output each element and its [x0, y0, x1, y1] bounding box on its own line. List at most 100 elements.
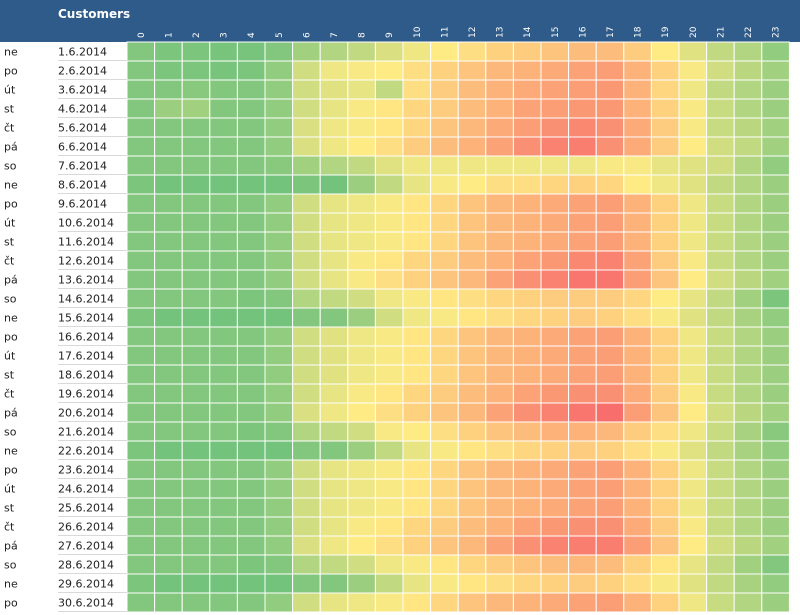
heatmap-cell: [512, 364, 542, 385]
hour-label: 20: [689, 26, 699, 38]
heatmap-cell: [209, 364, 238, 385]
heatmap-cell: [292, 307, 321, 328]
heatmap-cell: [623, 516, 652, 537]
heatmap-cell: [761, 193, 790, 214]
heatmap-cell: [650, 592, 680, 613]
hour-label: 16: [578, 26, 588, 38]
row-day-label: út: [4, 350, 16, 363]
heatmap-cell: [154, 231, 183, 252]
heatmap-cell: [181, 592, 211, 613]
row-day-label: po: [4, 198, 18, 211]
heatmap-cell: [540, 345, 570, 366]
hour-label: 10: [413, 26, 423, 38]
heatmap-cell: [292, 497, 321, 518]
hour-label: 22: [744, 27, 754, 38]
heatmap-cell: [430, 155, 459, 176]
heatmap-cell: [402, 573, 432, 594]
heatmap-cell: [264, 136, 294, 157]
heatmap-cell: [126, 174, 156, 195]
heatmap-cell: [154, 554, 183, 575]
heatmap-cell: [181, 231, 211, 252]
heatmap-cell: [430, 592, 459, 613]
heatmap-cell: [236, 250, 266, 271]
heatmap-cell: [540, 269, 570, 290]
heatmap-cell: [374, 402, 404, 423]
heatmap-cell: [264, 459, 294, 480]
heatmap-cell: [568, 98, 597, 119]
heatmap-cell: [292, 136, 321, 157]
heatmap-cell: [678, 250, 708, 271]
heatmap-cell: [457, 497, 487, 518]
row-date-label: 8.6.2014: [58, 179, 107, 192]
heatmap-cell: [512, 421, 542, 442]
heatmap-cell: [623, 60, 652, 81]
heatmap-cell: [512, 117, 542, 138]
heatmap-cell: [678, 345, 708, 366]
heatmap-cell: [595, 307, 625, 328]
heatmap-cell: [402, 60, 432, 81]
row-day-label: čt: [4, 122, 15, 135]
row-day-label: ne: [4, 445, 18, 458]
heatmap-cell: [402, 554, 432, 575]
heatmap-cell: [264, 364, 294, 385]
heatmap-cell: [347, 155, 376, 176]
heatmap-cell: [402, 440, 432, 461]
heatmap-cell: [457, 117, 487, 138]
heatmap-cell: [181, 402, 211, 423]
heatmap-cell: [374, 98, 404, 119]
heatmap-cell: [126, 592, 156, 613]
heatmap-cell: [733, 288, 763, 309]
heatmap-cell: [402, 459, 432, 480]
heatmap-cell: [126, 573, 156, 594]
heatmap-cell: [595, 573, 625, 594]
heatmap-cell: [181, 497, 211, 518]
heatmap-cell: [154, 193, 183, 214]
heatmap-cell: [430, 326, 459, 347]
row-date-label: 1.6.2014: [58, 46, 107, 59]
heatmap-cell: [512, 459, 542, 480]
heatmap-cell: [209, 98, 238, 119]
heatmap-cell: [623, 79, 652, 100]
heatmap-cell: [402, 307, 432, 328]
heatmap-cell: [540, 155, 570, 176]
heatmap-cell: [154, 421, 183, 442]
heatmap-cell: [485, 174, 514, 195]
heatmap-cell: [319, 60, 349, 81]
heatmap-cell: [485, 364, 514, 385]
heatmap-cell: [568, 136, 597, 157]
heatmap-cell: [540, 421, 570, 442]
heatmap-cell: [485, 155, 514, 176]
heatmap-cell: [319, 174, 349, 195]
heatmap-cell: [595, 231, 625, 252]
heatmap-cell: [457, 326, 487, 347]
heatmap-cell: [540, 516, 570, 537]
heatmap-cell: [761, 212, 790, 233]
heatmap-cell: [402, 592, 432, 613]
heatmap-cell: [126, 459, 156, 480]
heatmap-cell: [264, 326, 294, 347]
heatmap-cell: [181, 212, 211, 233]
heatmap-cell: [264, 155, 294, 176]
heatmap-cell: [623, 573, 652, 594]
heatmap-cell: [512, 478, 542, 499]
heatmap-cell: [623, 497, 652, 518]
heatmap-cell: [540, 573, 570, 594]
heatmap-cell: [402, 79, 432, 100]
heatmap-cell: [650, 383, 680, 404]
heatmap-cell: [402, 269, 432, 290]
heatmap-cell: [568, 497, 597, 518]
heatmap-cell: [650, 269, 680, 290]
heatmap-cell: [595, 193, 625, 214]
heatmap-cell: [568, 193, 597, 214]
heatmap-cell: [485, 212, 514, 233]
heatmap-cell: [595, 421, 625, 442]
heatmap-cell: [457, 269, 487, 290]
heatmap-cell: [485, 326, 514, 347]
hour-label: 19: [661, 26, 671, 38]
heatmap-cell: [126, 79, 156, 100]
heatmap-cell: [374, 440, 404, 461]
heatmap-cell: [706, 554, 735, 575]
heatmap-cell: [706, 193, 735, 214]
heatmap-cell: [402, 155, 432, 176]
heatmap-cell: [402, 288, 432, 309]
